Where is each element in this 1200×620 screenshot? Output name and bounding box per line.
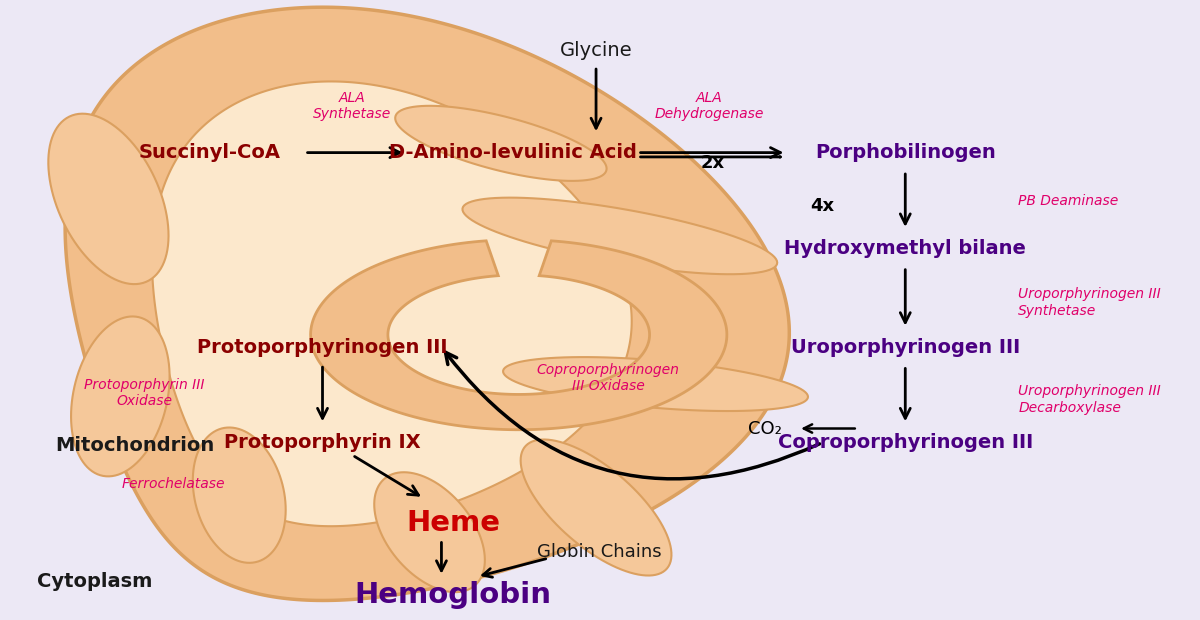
Polygon shape [521, 440, 672, 575]
Text: 2x: 2x [701, 154, 725, 172]
Text: Globin Chains: Globin Chains [536, 543, 661, 561]
Text: Coproporphyrinogen
III Oxidase: Coproporphyrinogen III Oxidase [536, 363, 679, 393]
Text: Hemoglobin: Hemoglobin [355, 581, 552, 609]
Text: Coproporphyrinogen III: Coproporphyrinogen III [778, 433, 1033, 452]
Text: Hydroxymethyl bilane: Hydroxymethyl bilane [785, 239, 1026, 258]
Text: Porphobilinogen: Porphobilinogen [815, 143, 996, 162]
Polygon shape [462, 198, 778, 274]
Text: D-Amino-levulinic Acid: D-Amino-levulinic Acid [389, 143, 637, 162]
Polygon shape [152, 81, 631, 526]
Text: Cytoplasm: Cytoplasm [37, 572, 152, 591]
Polygon shape [503, 357, 808, 411]
Text: 4x: 4x [810, 197, 834, 215]
Text: Uroporphyrinogen III
Decarboxylase: Uroporphyrinogen III Decarboxylase [1019, 384, 1162, 415]
Text: Protoporphyrinogen III: Protoporphyrinogen III [197, 337, 448, 356]
Text: Succinyl-CoA: Succinyl-CoA [138, 143, 281, 162]
Polygon shape [193, 428, 286, 563]
Polygon shape [311, 241, 727, 430]
Text: Mitochondrion: Mitochondrion [55, 436, 214, 455]
Text: Uroporphyrinogen III: Uroporphyrinogen III [791, 337, 1020, 356]
Text: CO₂: CO₂ [748, 420, 782, 438]
Polygon shape [65, 7, 790, 600]
Text: Protoporphyrin III
Oxidase: Protoporphyrin III Oxidase [84, 378, 204, 409]
Polygon shape [374, 472, 485, 592]
Text: ALA
Synthetase: ALA Synthetase [313, 91, 391, 122]
Text: ALA
Dehydrogenase: ALA Dehydrogenase [654, 91, 763, 122]
Text: PB Deaminase: PB Deaminase [1019, 194, 1118, 208]
Polygon shape [395, 106, 607, 181]
Text: Protoporphyrin IX: Protoporphyrin IX [224, 433, 421, 452]
Text: Glycine: Glycine [559, 42, 632, 60]
Polygon shape [48, 113, 168, 284]
Polygon shape [71, 316, 169, 476]
Text: Ferrochelatase: Ferrochelatase [122, 477, 226, 491]
Text: Uroporphyrinogen III
Synthetase: Uroporphyrinogen III Synthetase [1019, 288, 1162, 317]
Text: Heme: Heme [407, 509, 500, 537]
